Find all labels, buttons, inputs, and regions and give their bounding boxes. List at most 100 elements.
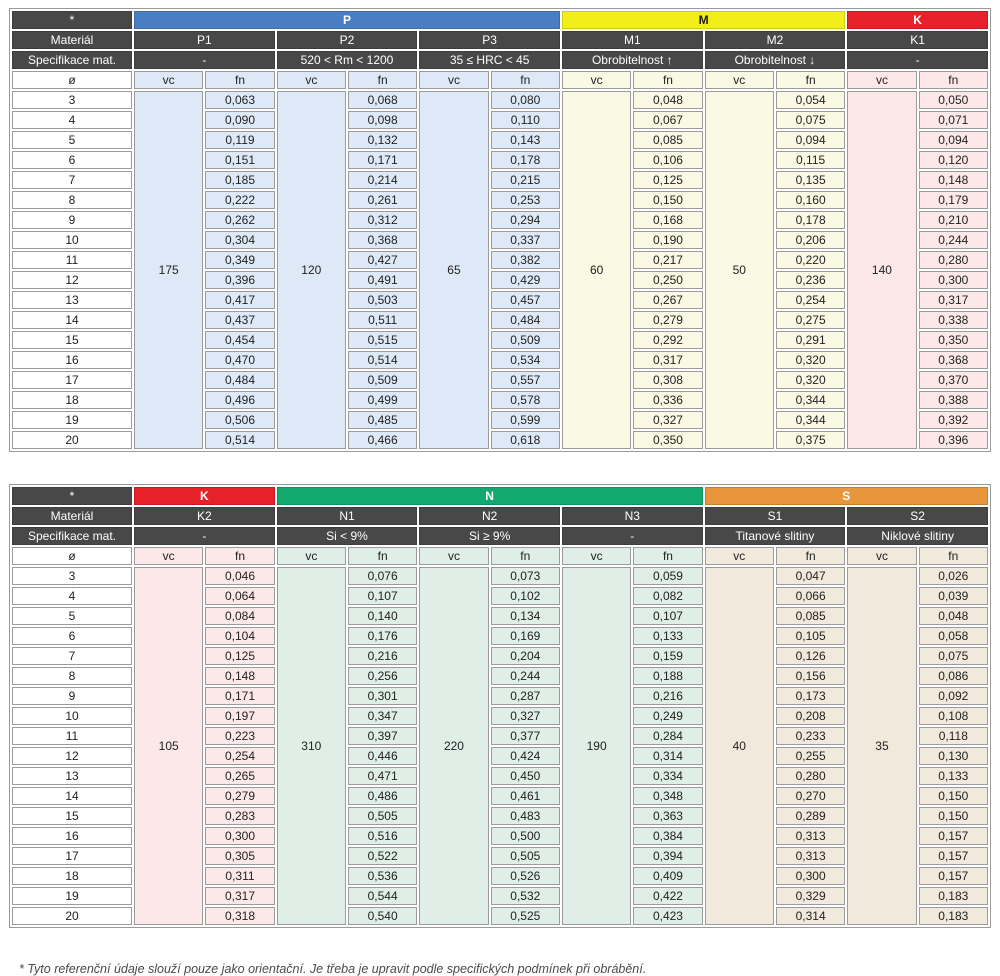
diameter-cell: 13 (12, 767, 132, 785)
vc-label-K1: vc (847, 71, 917, 89)
fn-cell-N2: 0,500 (490, 827, 560, 845)
fn-cell-N3: 0,059 (633, 567, 703, 585)
fn-cell-K2: 0,084 (205, 607, 275, 625)
spec-K1: - (847, 51, 988, 69)
diameter-cell: 18 (12, 867, 132, 885)
fn-cell-N3: 0,159 (633, 647, 703, 665)
spec-N2: Si ≥ 9% (419, 527, 560, 545)
fn-cell-M2: 0,160 (775, 191, 846, 209)
diameter-cell: 20 (12, 431, 132, 449)
fn-cell-M1: 0,125 (633, 171, 703, 189)
fn-cell-N2: 0,102 (490, 587, 560, 605)
fn-cell-S1: 0,329 (775, 887, 846, 905)
fn-cell-M1: 0,106 (633, 151, 703, 169)
fn-cell-P2: 0,491 (347, 271, 418, 289)
fn-label-K1: fn (918, 71, 988, 89)
spec-M1: Obrobitelnost ↑ (561, 51, 703, 69)
diameter-cell: 9 (12, 211, 132, 229)
diameter-cell: 19 (12, 887, 132, 905)
diameter-cell: 17 (12, 371, 132, 389)
fn-cell-P3: 0,143 (490, 131, 560, 149)
fn-cell-P2: 0,068 (347, 91, 418, 109)
fn-label-N3: fn (633, 547, 703, 565)
fn-cell-N3: 0,107 (633, 607, 703, 625)
fn-cell-P2: 0,515 (347, 331, 418, 349)
fn-label-P3: fn (490, 71, 560, 89)
material-row-label: Materiál (12, 507, 132, 525)
fn-cell-P2: 0,261 (347, 191, 418, 209)
fn-cell-N3: 0,363 (633, 807, 703, 825)
cutting-table-1: * P M K Materiál P1 P2 P3 M1 M2 K1 Specifikace mat.… (10, 9, 990, 451)
fn-cell-M1: 0,267 (633, 291, 703, 309)
fn-cell-S2: 0,133 (918, 767, 988, 785)
fn-cell-K1: 0,120 (918, 151, 988, 169)
fn-cell-P2: 0,511 (347, 311, 418, 329)
fn-cell-P1: 0,304 (205, 231, 275, 249)
fn-cell-P3: 0,215 (490, 171, 560, 189)
fn-cell-S2: 0,157 (918, 867, 988, 885)
fn-cell-S1: 0,105 (775, 627, 846, 645)
fn-cell-N3: 0,188 (633, 667, 703, 685)
fn-cell-P2: 0,171 (347, 151, 418, 169)
diameter-cell: 5 (12, 131, 132, 149)
fn-cell-S2: 0,150 (918, 787, 988, 805)
fn-cell-S1: 0,233 (775, 727, 846, 745)
fn-cell-N1: 0,176 (347, 627, 418, 645)
fn-cell-N3: 0,082 (633, 587, 703, 605)
fn-cell-N3: 0,348 (633, 787, 703, 805)
fn-cell-P1: 0,496 (205, 391, 275, 409)
fn-cell-N3: 0,334 (633, 767, 703, 785)
fn-cell-P1: 0,417 (205, 291, 275, 309)
fn-cell-N2: 0,461 (490, 787, 560, 805)
fn-label-M1: fn (633, 71, 703, 89)
diameter-cell: 3 (12, 91, 132, 109)
fn-cell-K1: 0,300 (918, 271, 988, 289)
fn-cell-P1: 0,514 (205, 431, 275, 449)
fn-cell-S2: 0,092 (918, 687, 988, 705)
vc-value-M1: 60 (561, 91, 632, 449)
fn-cell-M2: 0,320 (775, 351, 846, 369)
fn-cell-N3: 0,384 (633, 827, 703, 845)
fn-cell-S1: 0,313 (775, 827, 846, 845)
diameter-header: ø (12, 71, 132, 89)
fn-cell-K1: 0,317 (918, 291, 988, 309)
fn-cell-S1: 0,300 (775, 867, 846, 885)
fn-cell-P3: 0,457 (490, 291, 560, 309)
fn-cell-K1: 0,370 (918, 371, 988, 389)
fn-label-P1: fn (205, 71, 275, 89)
fn-cell-M2: 0,291 (775, 331, 846, 349)
fn-cell-N1: 0,471 (347, 767, 418, 785)
material-header-M1: M1 (561, 31, 703, 49)
fn-cell-N3: 0,423 (633, 907, 703, 925)
spec-P1: - (134, 51, 275, 69)
fn-cell-S2: 0,118 (918, 727, 988, 745)
fn-cell-K2: 0,046 (205, 567, 275, 585)
fn-cell-M1: 0,190 (633, 231, 703, 249)
fn-cell-N2: 0,424 (490, 747, 560, 765)
diameter-cell: 12 (12, 271, 132, 289)
diameter-cell: 12 (12, 747, 132, 765)
fn-cell-N1: 0,540 (347, 907, 418, 925)
fn-cell-P3: 0,578 (490, 391, 560, 409)
fn-cell-N3: 0,422 (633, 887, 703, 905)
material-header-K1: K1 (847, 31, 988, 49)
fn-cell-N3: 0,216 (633, 687, 703, 705)
fn-cell-M1: 0,168 (633, 211, 703, 229)
fn-cell-S1: 0,156 (775, 667, 846, 685)
diameter-cell: 9 (12, 687, 132, 705)
fn-cell-M2: 0,254 (775, 291, 846, 309)
fn-label-S1: fn (775, 547, 846, 565)
fn-label-P2: fn (347, 71, 418, 89)
material-header-N3: N3 (561, 507, 703, 525)
fn-cell-P1: 0,484 (205, 371, 275, 389)
diameter-cell: 15 (12, 331, 132, 349)
vc-value-S2: 35 (847, 567, 917, 925)
fn-cell-P1: 0,222 (205, 191, 275, 209)
diameter-cell: 7 (12, 171, 132, 189)
diameter-cell: 8 (12, 667, 132, 685)
fn-cell-P1: 0,262 (205, 211, 275, 229)
fn-cell-S1: 0,289 (775, 807, 846, 825)
diameter-cell: 5 (12, 607, 132, 625)
fn-label-N2: fn (490, 547, 560, 565)
fn-cell-P3: 0,253 (490, 191, 560, 209)
